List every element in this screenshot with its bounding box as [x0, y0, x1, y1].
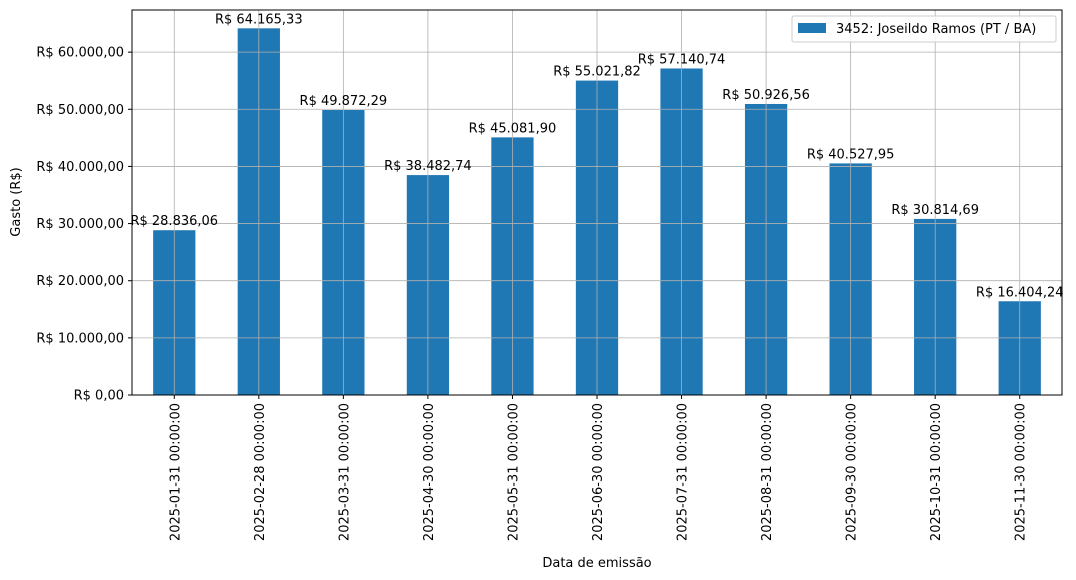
x-tick-label: 2025-09-30 00:00:00	[845, 403, 860, 541]
y-tick-label: R$ 50.000,00	[36, 103, 124, 118]
x-tick-label: 2025-06-30 00:00:00	[591, 403, 606, 541]
y-tick-label: R$ 30.000,00	[36, 217, 124, 232]
data-label: R$ 55.021,82	[553, 65, 641, 80]
x-tick-label: 2025-05-31 00:00:00	[506, 403, 521, 541]
x-tick-label: 2025-11-30 00:00:00	[1014, 403, 1029, 541]
data-label: R$ 30.814,69	[891, 203, 979, 218]
data-label: R$ 38.482,74	[384, 159, 472, 174]
x-tick-label: 2025-08-31 00:00:00	[760, 403, 775, 541]
y-tick-label: R$ 20.000,00	[36, 274, 124, 289]
legend-label: 3452: Joseildo Ramos (PT / BA)	[836, 22, 1036, 37]
data-label: R$ 16.404,24	[976, 285, 1064, 300]
x-tick-label: 2025-02-28 00:00:00	[253, 403, 268, 541]
y-tick-label: R$ 60.000,00	[36, 46, 124, 61]
x-tick-label: 2025-01-31 00:00:00	[168, 403, 183, 541]
legend-swatch	[798, 23, 826, 33]
data-label: R$ 57.140,74	[638, 52, 726, 67]
data-label: R$ 50.926,56	[722, 88, 810, 103]
data-label: R$ 28.836,06	[130, 214, 218, 229]
y-tick-label: R$ 0,00	[74, 389, 124, 404]
data-label: R$ 49.872,29	[300, 94, 388, 109]
data-label: R$ 45.081,90	[469, 121, 557, 136]
x-tick-label: 2025-03-31 00:00:00	[337, 403, 352, 541]
y-axis-label: Gasto (R$)	[9, 167, 24, 236]
x-tick-label: 2025-07-31 00:00:00	[676, 403, 691, 541]
x-tick-label: 2025-10-31 00:00:00	[929, 403, 944, 541]
y-tick-label: R$ 10.000,00	[36, 331, 124, 346]
data-label: R$ 64.165,33	[215, 12, 303, 27]
data-label: R$ 40.527,95	[807, 147, 895, 162]
x-tick-label: 2025-04-30 00:00:00	[422, 403, 437, 541]
y-tick-label: R$ 40.000,00	[36, 160, 124, 175]
legend: 3452: Joseildo Ramos (PT / BA)	[791, 15, 1057, 43]
x-axis-label: Data de emissão	[542, 556, 651, 571]
